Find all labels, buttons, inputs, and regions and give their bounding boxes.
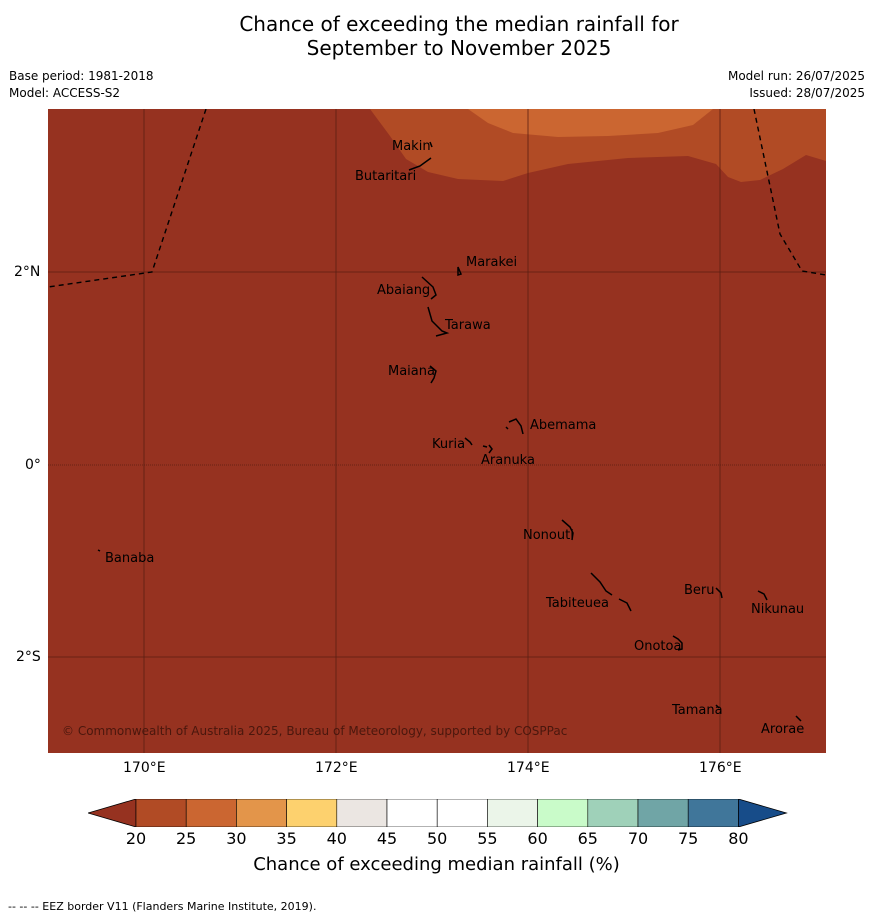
island-label-abaiang: Abaiang <box>377 283 431 298</box>
colorbar-cell <box>386 799 438 827</box>
eez-border-east <box>753 109 826 276</box>
lat-label-2s: 2°S <box>16 649 41 665</box>
colorbar-tick-label: 20 <box>125 829 147 848</box>
lat-label-0: 0° <box>25 457 41 473</box>
model-name: Model: ACCESS-S2 <box>9 86 121 100</box>
colorbar-cell <box>135 799 187 827</box>
title-line-1: Chance of exceeding the median rainfall … <box>239 12 679 36</box>
title-line-2: September to November 2025 <box>306 36 612 60</box>
colorbar-arrow-high <box>738 799 788 827</box>
island-label-butaritari: Butaritari <box>355 169 417 184</box>
colorbar-cells <box>88 799 788 827</box>
nonouti-outline <box>561 519 574 541</box>
lon-label-174e: 174°E <box>507 760 550 776</box>
colorbar-cell <box>286 799 338 827</box>
lon-label-170e: 170°E <box>123 760 166 776</box>
colorbar-cell <box>537 799 589 827</box>
colorbar-tick-label: 45 <box>376 829 398 848</box>
island-label-makin: Makin <box>392 139 431 154</box>
probability-below-20-region <box>48 109 826 753</box>
colorbar <box>88 799 788 827</box>
colorbar-cell <box>687 799 739 827</box>
butaritari-outline <box>408 157 432 171</box>
island-label-beru: Beru <box>684 583 715 598</box>
island-label-tarawa: Tarawa <box>445 318 491 333</box>
colorbar-cell <box>587 799 639 827</box>
tabiteuea-outline <box>590 572 632 612</box>
colorbar-arrow-low <box>88 799 137 827</box>
colorbar-tick-label: 70 <box>627 829 649 848</box>
probability-25-30-region <box>468 109 713 137</box>
colorbar-tick-label: 35 <box>276 829 297 848</box>
marakei-outline <box>457 266 463 277</box>
colorbar-cell <box>637 799 689 827</box>
abaiang-outline <box>421 276 437 300</box>
island-outlines <box>97 141 802 722</box>
eez-footnote: -- -- -- EEZ border V11 (Flanders Marine… <box>8 900 317 913</box>
lat-label-2n: 2°N <box>14 264 41 280</box>
lon-label-176e: 176°E <box>699 760 742 776</box>
aranuka-outline <box>482 444 493 454</box>
base-period: Base period: 1981-2018 <box>9 69 154 83</box>
issued-date: Issued: 28/07/2025 <box>749 86 865 100</box>
colorbar-cell <box>236 799 287 827</box>
meta-right: Model run: 26/07/2025 Issued: 28/07/2025 <box>728 68 865 102</box>
colorbar-label: Chance of exceeding median rainfall (%) <box>253 854 620 875</box>
colorbar-tick-label: 65 <box>577 829 598 848</box>
island-label-marakei: Marakei <box>466 255 518 270</box>
copyright-notice: © Commonwealth of Australia 2025, Bureau… <box>62 724 568 738</box>
island-label-abemama: Abemama <box>530 418 597 433</box>
graticule <box>48 109 826 753</box>
colorbar-cell <box>336 799 388 827</box>
eez-borders <box>48 109 826 288</box>
lon-label-172e: 172°E <box>315 760 358 776</box>
colorbar-tick-label: 75 <box>678 829 699 848</box>
island-label-arorae: Arorae <box>761 722 805 737</box>
arorae-outline <box>795 715 802 722</box>
colorbar-tick-label: 30 <box>226 829 247 848</box>
island-label-kuria: Kuria <box>432 437 466 452</box>
island-label-banaba: Banaba <box>105 551 155 566</box>
colorbar-tick-label: 50 <box>427 829 448 848</box>
model-run: Model run: 26/07/2025 <box>727 69 865 83</box>
colorbar-tick-label: 80 <box>728 829 749 848</box>
island-label-aranuka: Aranuka <box>481 453 535 468</box>
colorbar-cell <box>185 799 237 827</box>
colorbar-cell <box>436 799 488 827</box>
maiana-outline <box>429 365 437 384</box>
tamana-outline <box>715 704 720 709</box>
onotoa-outline <box>672 635 683 651</box>
colorbar-tick-label: 60 <box>527 829 548 848</box>
probability-20-25-region <box>370 109 826 182</box>
kuria-outline <box>464 437 473 446</box>
beru-outline <box>715 587 723 599</box>
island-label-tamana: Tamana <box>672 703 723 718</box>
colorbar-tick-label: 25 <box>176 829 197 848</box>
island-label-maiana: Maiana <box>388 364 435 379</box>
abemama-outline <box>505 418 524 435</box>
colorbar-tick-label: 55 <box>477 829 498 848</box>
island-label-nikunau: Nikunau <box>751 602 805 617</box>
banaba-outline <box>97 549 101 552</box>
forecast-map <box>48 109 826 753</box>
makin-outline <box>429 141 433 148</box>
tarawa-outline <box>427 306 450 337</box>
nikunau-outline <box>757 590 768 601</box>
colorbar-tick-label: 40 <box>326 829 347 848</box>
island-label-onotoa: Onotoa <box>634 639 682 654</box>
colorbar-cell <box>487 799 538 827</box>
island-label-nonouti: Nonouti <box>523 528 574 543</box>
meta-left: Base period: 1981-2018 Model: ACCESS-S2 <box>9 68 154 102</box>
island-label-tabiteuea: Tabiteuea <box>546 596 609 611</box>
eez-border-west <box>48 109 207 288</box>
map-title: Chance of exceeding the median rainfall … <box>0 12 873 60</box>
